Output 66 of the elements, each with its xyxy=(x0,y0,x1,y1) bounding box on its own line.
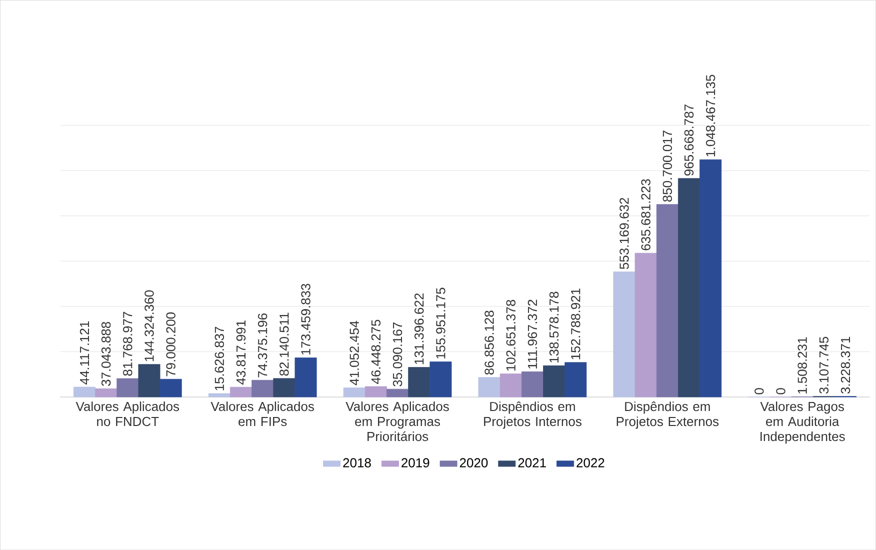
data-label: 102.651.378 xyxy=(506,300,516,371)
bar xyxy=(430,361,452,398)
data-label: 1.508.231 xyxy=(798,337,807,394)
bar xyxy=(678,178,700,398)
x-tick-label: Dispêndios em Projetos Internos xyxy=(484,401,582,429)
bar xyxy=(95,388,118,398)
bar xyxy=(564,362,587,398)
bar xyxy=(656,204,678,398)
data-label: 86.856.128 xyxy=(484,310,494,375)
data-label: 0 xyxy=(754,388,764,394)
bar xyxy=(160,378,182,398)
bar xyxy=(408,367,430,398)
data-label: 152.788.921 xyxy=(571,288,580,360)
bar xyxy=(386,388,409,398)
bar xyxy=(634,252,657,398)
x-tick-label: Valores Aplicados em Programas Prioritários xyxy=(346,401,449,442)
bar xyxy=(252,380,274,398)
data-label: 46.448.275 xyxy=(371,320,381,384)
data-label: 82.140.511 xyxy=(280,312,289,376)
data-label: 131.396.622 xyxy=(414,293,424,364)
x-tick-label: Valores Pagos em Auditoria Independentes xyxy=(760,401,845,444)
data-label: 3.228.371 xyxy=(840,336,850,394)
x-tick-label: Valores Aplicados em FIPs xyxy=(210,401,314,426)
data-label: 965.668.787 xyxy=(684,104,694,176)
bar xyxy=(138,364,160,398)
data-label: 553.169.632 xyxy=(620,198,629,269)
bar xyxy=(273,378,296,398)
data-label: 37.043.888 xyxy=(101,322,111,386)
data-label: 144.324.360 xyxy=(144,290,154,362)
x-tick-label: Valores Aplicados no FNDCT xyxy=(76,401,180,426)
data-label: 41.052.454 xyxy=(350,320,359,386)
data-label: 155.951.175 xyxy=(436,288,446,358)
data-label: 44.117.121 xyxy=(80,321,89,384)
legend-label: 2022 xyxy=(576,458,604,468)
data-label: 3.107.745 xyxy=(819,336,829,394)
legend-label: 2021 xyxy=(518,458,546,468)
data-label: 0 xyxy=(776,388,786,394)
bar xyxy=(521,371,544,398)
bar xyxy=(343,387,366,398)
data-label: 74.375.196 xyxy=(258,313,268,378)
bar xyxy=(294,357,317,398)
data-label: 15.626.837 xyxy=(214,326,224,390)
legend-label: 2020 xyxy=(460,458,488,468)
bar xyxy=(364,386,387,398)
bar xyxy=(116,378,139,398)
data-label: 111.967.372 xyxy=(528,300,538,368)
legend-label: 2019 xyxy=(402,458,430,468)
data-label: 173.459.833 xyxy=(301,284,310,354)
data-label: 35.090.167 xyxy=(392,322,402,386)
data-label: 635.681.223 xyxy=(641,179,650,250)
data-label: 43.817.991 xyxy=(236,320,246,385)
bar xyxy=(230,386,252,398)
data-label: 1.048.467.135 xyxy=(706,74,716,156)
data-label: 850.700.017 xyxy=(662,130,672,202)
data-label: 138.578.178 xyxy=(549,292,559,362)
bar xyxy=(208,393,230,398)
bar xyxy=(478,377,500,398)
legend-label: 2018 xyxy=(343,458,371,468)
x-tick-label: Dispêndios em Projetos Externos xyxy=(616,401,719,429)
bar xyxy=(543,365,566,398)
bar xyxy=(700,159,722,398)
bar xyxy=(73,386,96,398)
bar xyxy=(500,374,522,398)
bar xyxy=(613,272,636,398)
data-label: 81.768.977 xyxy=(123,312,132,376)
data-label: 79.000.200 xyxy=(166,312,176,376)
